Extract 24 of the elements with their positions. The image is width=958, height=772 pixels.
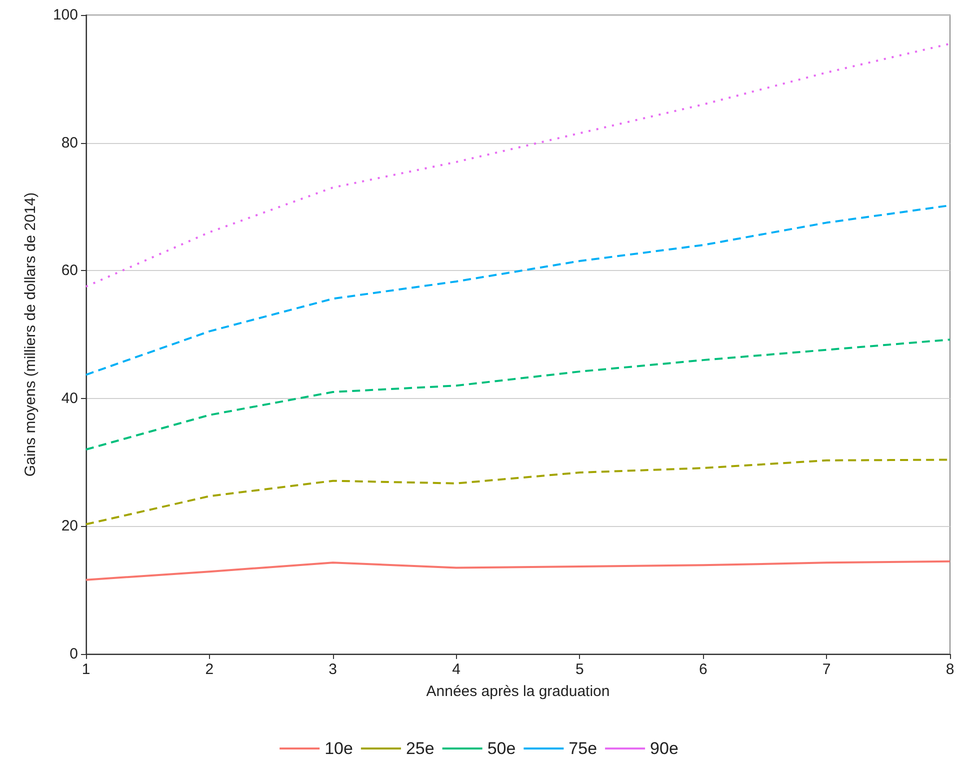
- y-tick-label: 0: [70, 646, 78, 662]
- x-tick-label: 1: [82, 661, 90, 678]
- legend-label: 90e: [650, 739, 678, 758]
- line-series: [85, 338, 951, 451]
- legend-label: 75e: [568, 739, 598, 758]
- x-tick-label: 7: [822, 661, 831, 678]
- y-tick-label: 40: [61, 390, 78, 407]
- line-series: [85, 560, 951, 581]
- x-tick-label: 3: [328, 661, 338, 678]
- line-series: [85, 42, 951, 288]
- y-tick-label: 80: [61, 134, 78, 152]
- y-tick-label: 60: [61, 262, 78, 280]
- legend-label: 10e: [324, 739, 353, 758]
- x-tick-label: 8: [946, 661, 954, 678]
- x-tick-label: 4: [452, 661, 460, 678]
- x-axis-title: Années après la graduation: [426, 683, 610, 700]
- x-tick-label: 6: [698, 661, 708, 678]
- y-tick-label: 100: [52, 6, 78, 24]
- y-tick-label: 20: [61, 518, 78, 535]
- legend-label: 25e: [406, 739, 434, 758]
- y-axis-title: Gains moyens (milliers de dollars de 2014): [22, 192, 39, 477]
- x-tick-label: 5: [576, 661, 584, 678]
- legend-label: 50e: [487, 739, 516, 758]
- x-tick-label: 2: [205, 661, 214, 678]
